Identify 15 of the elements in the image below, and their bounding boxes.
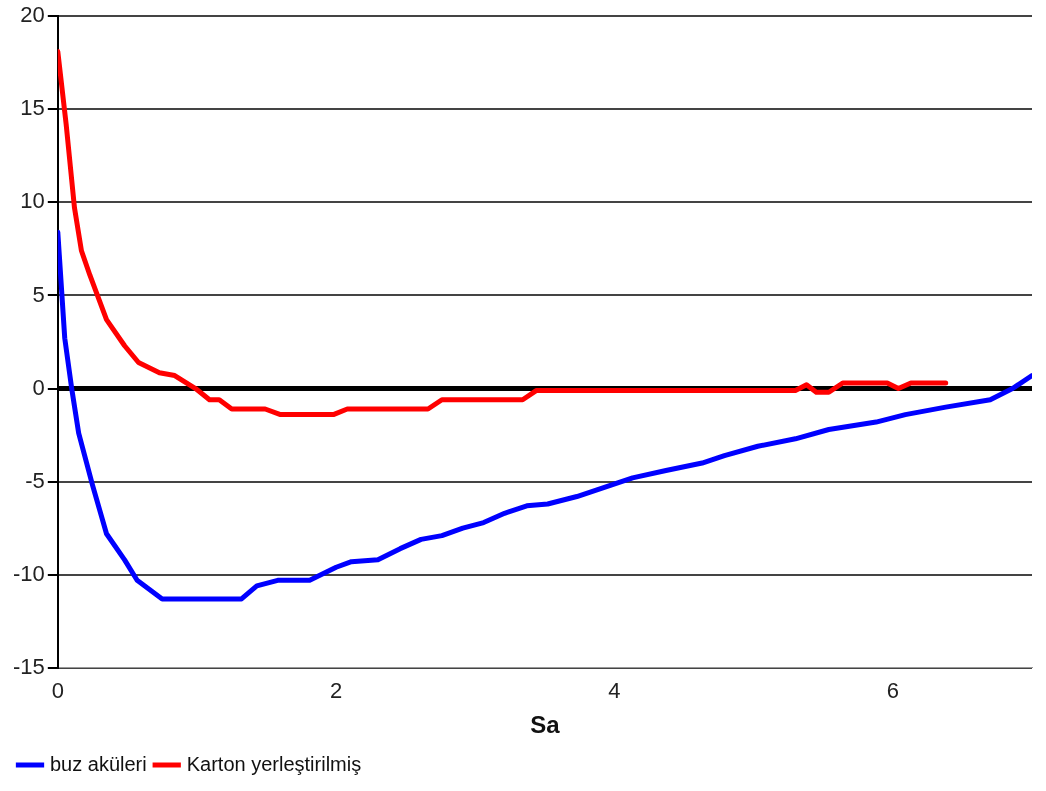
x-tick-label: 4 (608, 678, 621, 704)
y-tick-label: 5 (32, 281, 45, 307)
x-axis-title: Sa (530, 711, 561, 739)
y-tick-label: 20 (20, 2, 45, 28)
y-tick-label: 0 (32, 374, 45, 400)
y-tick-label: 15 (20, 95, 45, 121)
legend-label: buz aküleri (50, 752, 147, 775)
x-tick-label: 2 (330, 678, 343, 704)
x-tick-label: 6 (886, 678, 899, 704)
y-tick-label: -10 (13, 560, 45, 586)
y-tick-label: -15 (13, 653, 45, 679)
y-tick-label: -5 (25, 467, 45, 493)
legend-label: Karton yerleştirilmiş (186, 752, 362, 775)
y-tick-label: 10 (20, 188, 45, 214)
x-tick-label: 0 (51, 678, 64, 704)
